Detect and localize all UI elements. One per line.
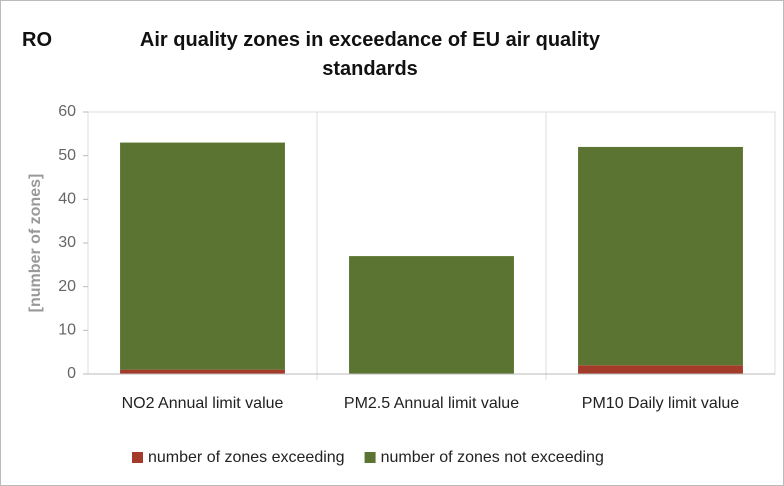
y-tick-label: 20 (58, 278, 76, 295)
y-axis-label: [number of zones] (27, 174, 44, 313)
region-label: RO (22, 29, 52, 51)
y-tick-label: 0 (67, 365, 76, 382)
legend-label: number of zones exceeding (148, 449, 345, 466)
x-tick-label: PM10 Daily limit value (582, 395, 739, 412)
legend-swatch (132, 452, 143, 463)
y-tick-label: 30 (58, 234, 76, 251)
y-tick-label: 10 (58, 322, 76, 339)
bar-segment (578, 365, 743, 374)
y-tick-label: 50 (58, 147, 76, 164)
y-tick-label: 40 (58, 191, 76, 208)
legend-label: number of zones not exceeding (381, 449, 604, 466)
x-tick-label: NO2 Annual limit value (122, 395, 284, 412)
chart-title: Air quality zones in exceedance of EU ai… (139, 29, 601, 80)
legend-swatch (364, 452, 376, 463)
bar-segment (120, 142, 285, 370)
bar-segment (120, 369, 285, 374)
bar-segment (578, 146, 743, 366)
x-tick-label: PM2.5 Annual limit value (344, 395, 519, 412)
y-tick-label: 60 (58, 103, 76, 120)
bar-segment (349, 256, 514, 374)
